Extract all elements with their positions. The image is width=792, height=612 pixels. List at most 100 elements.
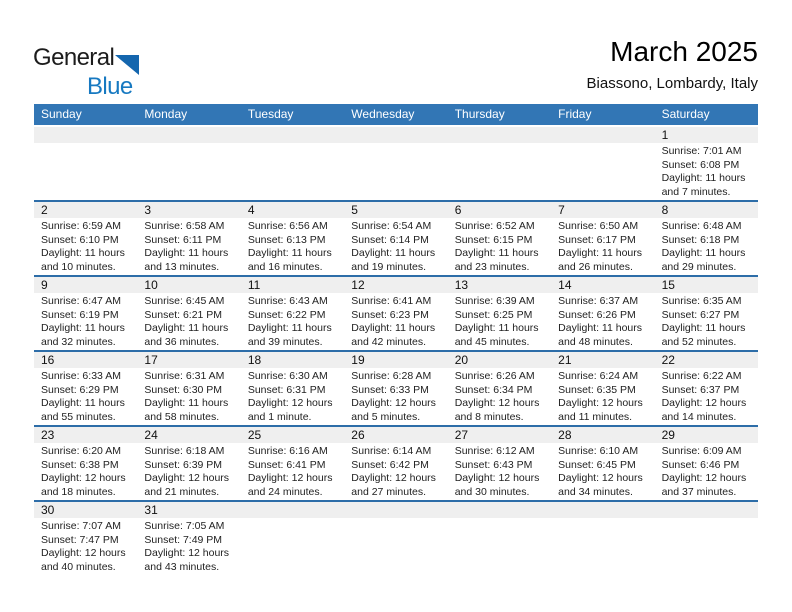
detail-line: Sunset: 6:30 PM (144, 383, 223, 396)
day-cell: 15 Sunrise: 6:35 AM Sunset: 6:27 PM Dayligh… (654, 277, 758, 350)
weekday-header-sunday: Sunday (41, 107, 82, 121)
detail-line: Daylight: 11 hours (247, 247, 332, 259)
detail-line: and 32 minutes. (41, 335, 116, 348)
day-cell: 27 Sunrise: 6:12 AM Sunset: 6:43 PM Dayligh… (447, 427, 552, 500)
logo-text-general: General (33, 44, 115, 71)
day-number: 30 (34, 502, 138, 518)
detail-line: Daylight: 11 hours (41, 247, 125, 259)
detail-line: and 27 minutes. (351, 485, 426, 498)
detail-line: Sunrise: 6:28 AM (351, 370, 432, 382)
day-number: 5 (344, 202, 448, 218)
day-number: 4 (240, 202, 345, 218)
detail-line: Sunrise: 6:59 AM (41, 220, 121, 232)
detail-line: Sunrise: 6:48 AM (661, 220, 742, 232)
empty-day-cell (344, 127, 448, 200)
day-details: Sunrise: 7:01 AM Sunset: 6:08 PM Daylight:… (655, 143, 758, 199)
detail-line: and 36 minutes. (144, 335, 220, 348)
general-blue-logo: General Blue (33, 44, 163, 104)
empty-day-cell (240, 502, 345, 575)
day-details: Sunrise: 6:31 AM Sunset: 6:30 PM Daylight:… (137, 368, 240, 424)
day-number: 27 (447, 427, 552, 443)
empty-day-cell (447, 502, 552, 575)
day-cell: 24 Sunrise: 6:18 AM Sunset: 6:39 PM Dayligh… (137, 427, 241, 500)
day-details: Sunrise: 6:22 AM Sunset: 6:37 PM Daylight:… (655, 368, 758, 424)
calendar-weeks: 1 Sunrise: 7:01 AM Sunset: 6:08 PM Daylight… (34, 125, 758, 575)
detail-line: and 55 minutes. (41, 410, 116, 423)
detail-line: Sunrise: 6:52 AM (454, 220, 535, 232)
day-cell: 31 Sunrise: 7:05 AM Sunset: 7:49 PM Dayligh… (137, 502, 241, 575)
day-cell: 14 Sunrise: 6:37 AM Sunset: 6:26 PM Dayligh… (551, 277, 655, 350)
day-details: Sunrise: 6:26 AM Sunset: 6:34 PM Daylight:… (448, 368, 551, 424)
detail-line: and 18 minutes. (41, 485, 116, 498)
day-details: Sunrise: 6:24 AM Sunset: 6:35 PM Daylight:… (551, 368, 654, 424)
day-number: 25 (240, 427, 345, 443)
detail-line: Sunset: 6:42 PM (351, 458, 429, 471)
day-cell: 8 Sunrise: 6:48 AM Sunset: 6:18 PM Daylight… (654, 202, 758, 275)
day-details (551, 518, 654, 520)
day-number: 10 (137, 277, 241, 293)
detail-line: Sunset: 6:39 PM (144, 458, 223, 471)
day-number: 11 (240, 277, 345, 293)
detail-line: and 19 minutes. (351, 260, 426, 273)
detail-line: Sunrise: 6:41 AM (351, 295, 432, 307)
detail-line: Daylight: 12 hours (41, 472, 126, 484)
detail-line: Daylight: 11 hours (558, 322, 642, 334)
detail-line: Sunrise: 6:33 AM (41, 370, 121, 382)
detail-line: Sunrise: 6:30 AM (247, 370, 328, 382)
detail-line: Sunset: 6:29 PM (41, 383, 119, 396)
day-number: 6 (447, 202, 552, 218)
detail-line: Sunset: 6:18 PM (661, 233, 740, 246)
detail-line: Sunrise: 6:18 AM (144, 445, 225, 457)
weekday-header-thursday: Thursday (454, 107, 505, 121)
empty-day-cell (34, 127, 138, 200)
detail-line: and 37 minutes. (661, 485, 737, 498)
detail-line: Daylight: 11 hours (351, 247, 436, 259)
detail-line: Sunset: 6:13 PM (247, 233, 326, 246)
detail-line: and 26 minutes. (558, 260, 633, 273)
day-number: 9 (34, 277, 138, 293)
week-row: 23 Sunrise: 6:20 AM Sunset: 6:38 PM Dayligh… (34, 425, 758, 500)
day-cell: 22 Sunrise: 6:22 AM Sunset: 6:37 PM Dayligh… (654, 352, 758, 425)
detail-line: Daylight: 11 hours (661, 322, 746, 334)
day-number: 8 (654, 202, 758, 218)
empty-day-cell (551, 127, 655, 200)
day-details: Sunrise: 7:05 AM Sunset: 7:49 PM Daylight:… (137, 518, 240, 574)
detail-line: and 30 minutes. (454, 485, 530, 498)
day-details (448, 143, 551, 145)
day-cell: 7 Sunrise: 6:50 AM Sunset: 6:17 PM Daylight… (551, 202, 655, 275)
day-details: Sunrise: 6:10 AM Sunset: 6:45 PM Daylight:… (551, 443, 654, 499)
detail-line: and 14 minutes. (661, 410, 737, 423)
day-details: Sunrise: 6:48 AM Sunset: 6:18 PM Daylight:… (655, 218, 758, 274)
detail-line: Sunset: 6:38 PM (41, 458, 119, 471)
week-row: 1 Sunrise: 7:01 AM Sunset: 6:08 PM Daylight… (34, 125, 758, 200)
detail-line: and 7 minutes. (661, 185, 731, 198)
detail-line: Daylight: 12 hours (351, 397, 436, 409)
detail-line: Sunrise: 6:58 AM (144, 220, 225, 232)
detail-line: Sunset: 6:35 PM (558, 383, 636, 396)
detail-line: Sunset: 6:34 PM (454, 383, 533, 396)
detail-line: Sunrise: 6:24 AM (558, 370, 639, 382)
day-number: 1 (654, 127, 758, 143)
detail-line: and 45 minutes. (454, 335, 530, 348)
detail-line: Sunset: 6:23 PM (351, 308, 429, 321)
detail-line: Sunrise: 6:39 AM (454, 295, 535, 307)
detail-line: and 21 minutes. (144, 485, 220, 498)
logo-text-blue: Blue (87, 73, 133, 100)
day-cell: 26 Sunrise: 6:14 AM Sunset: 6:42 PM Dayligh… (344, 427, 448, 500)
day-number: 2 (34, 202, 138, 218)
day-cell: 12 Sunrise: 6:41 AM Sunset: 6:23 PM Dayligh… (344, 277, 448, 350)
day-details: Sunrise: 6:20 AM Sunset: 6:38 PM Daylight:… (34, 443, 137, 499)
detail-line: and 48 minutes. (558, 335, 633, 348)
day-cell: 20 Sunrise: 6:26 AM Sunset: 6:34 PM Dayligh… (447, 352, 552, 425)
day-number: 29 (654, 427, 758, 443)
day-cell: 25 Sunrise: 6:16 AM Sunset: 6:41 PM Dayligh… (240, 427, 345, 500)
empty-day-cell (551, 502, 655, 575)
day-details (655, 518, 758, 520)
detail-line: Sunrise: 6:45 AM (144, 295, 225, 307)
day-number (137, 127, 241, 143)
detail-line: and 8 minutes. (454, 410, 524, 423)
day-cell: 9 Sunrise: 6:47 AM Sunset: 6:19 PM Daylight… (34, 277, 138, 350)
empty-day-cell (654, 502, 758, 575)
day-number: 28 (551, 427, 655, 443)
day-number (344, 127, 448, 143)
